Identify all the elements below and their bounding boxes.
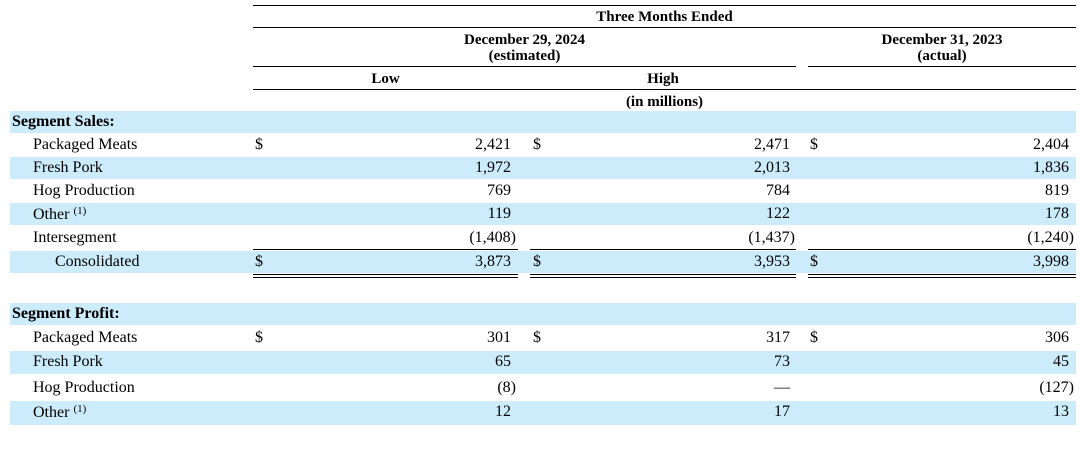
subtotal-rule	[253, 249, 518, 250]
cell-high: 122	[766, 205, 790, 222]
footnote-ref: (1)	[73, 205, 87, 217]
cell-actual: 13	[1053, 403, 1069, 420]
cell-actual: 178	[1045, 205, 1069, 222]
currency-symbol: $	[810, 136, 818, 153]
cell-low: 65	[495, 353, 511, 370]
col1-rule	[253, 66, 796, 67]
cell-low: (1,408)	[469, 229, 516, 246]
total-label: Consolidated	[55, 253, 140, 270]
cell-actual: 306	[1045, 329, 1069, 346]
high-header: High	[647, 71, 679, 87]
col2-note-header: (actual)	[917, 48, 967, 64]
cell-high: 2,013	[754, 159, 790, 176]
row-label: Other (1)	[33, 403, 87, 421]
cell-low: 119	[487, 205, 511, 222]
cell-high: 3,953	[754, 253, 790, 270]
low-header: Low	[371, 71, 400, 87]
row-label: Fresh Pork	[33, 159, 103, 176]
row-band	[10, 351, 1076, 374]
row-band	[10, 111, 1076, 133]
cell-high: —	[774, 379, 790, 396]
col1-note-header: (estimated)	[488, 48, 561, 64]
currency-symbol: $	[255, 136, 263, 153]
row-label: Packaged Meats	[33, 136, 138, 153]
currency-symbol: $	[255, 329, 263, 346]
footnote-ref: (1)	[73, 403, 87, 415]
row-label: Fresh Pork	[33, 353, 103, 370]
sales-section-title: Segment Sales:	[12, 113, 115, 130]
period-rule	[253, 27, 1076, 28]
col2-date-header: December 31, 2023	[881, 32, 1003, 48]
total-rule	[530, 277, 796, 278]
col1-date-header: December 29, 2024	[464, 32, 585, 48]
cell-actual: 45	[1053, 353, 1069, 370]
cell-high: 317	[766, 329, 790, 346]
currency-symbol: $	[810, 329, 818, 346]
subtotal-rule	[530, 249, 796, 250]
cell-actual: 2,404	[1033, 136, 1069, 153]
cell-actual: 819	[1045, 182, 1069, 199]
profit-section-title: Segment Profit:	[12, 305, 120, 322]
col2-rule	[808, 66, 1076, 67]
cell-actual: 1,836	[1033, 159, 1069, 176]
row-band	[10, 203, 1076, 225]
row-label: Packaged Meats	[33, 329, 138, 346]
cell-high: 2,471	[754, 136, 790, 153]
cell-actual: (127)	[1039, 379, 1074, 396]
currency-symbol: $	[810, 253, 818, 270]
row-label: Intersegment	[33, 229, 117, 246]
total-rule	[530, 274, 796, 275]
cell-low: 12	[495, 403, 511, 420]
total-rule	[253, 277, 518, 278]
subtotal-rule	[808, 249, 1076, 250]
row-label: Hog Production	[33, 379, 135, 396]
cell-low: 3,873	[475, 253, 511, 270]
cell-actual: (1,240)	[1027, 229, 1074, 246]
total-rule	[808, 274, 1076, 275]
cell-high: 17	[774, 403, 790, 420]
cell-high: (1,437)	[748, 229, 795, 246]
row-band	[10, 303, 1076, 325]
header-top-rule	[253, 5, 1076, 6]
cell-low: 769	[487, 182, 511, 199]
total-rule	[808, 277, 1076, 278]
cell-low: 301	[487, 329, 511, 346]
total-rule	[253, 274, 518, 275]
row-band	[10, 401, 1076, 425]
currency-symbol: $	[533, 136, 541, 153]
currency-symbol: $	[533, 329, 541, 346]
cell-high: 784	[766, 182, 790, 199]
currency-symbol: $	[533, 253, 541, 270]
row-label: Hog Production	[33, 182, 135, 199]
cell-low: 2,421	[475, 136, 511, 153]
row-band	[10, 251, 1076, 273]
row-band	[10, 157, 1076, 179]
currency-symbol: $	[255, 253, 263, 270]
subheader-rule	[253, 89, 1076, 90]
row-label: Other (1)	[33, 205, 87, 223]
cell-actual: 3,998	[1033, 253, 1069, 270]
units-header: (in millions)	[625, 94, 704, 110]
cell-low: 1,972	[475, 159, 511, 176]
cell-low: (8)	[497, 379, 516, 396]
cell-high: 73	[774, 353, 790, 370]
period-header: Three Months Ended	[596, 9, 733, 25]
